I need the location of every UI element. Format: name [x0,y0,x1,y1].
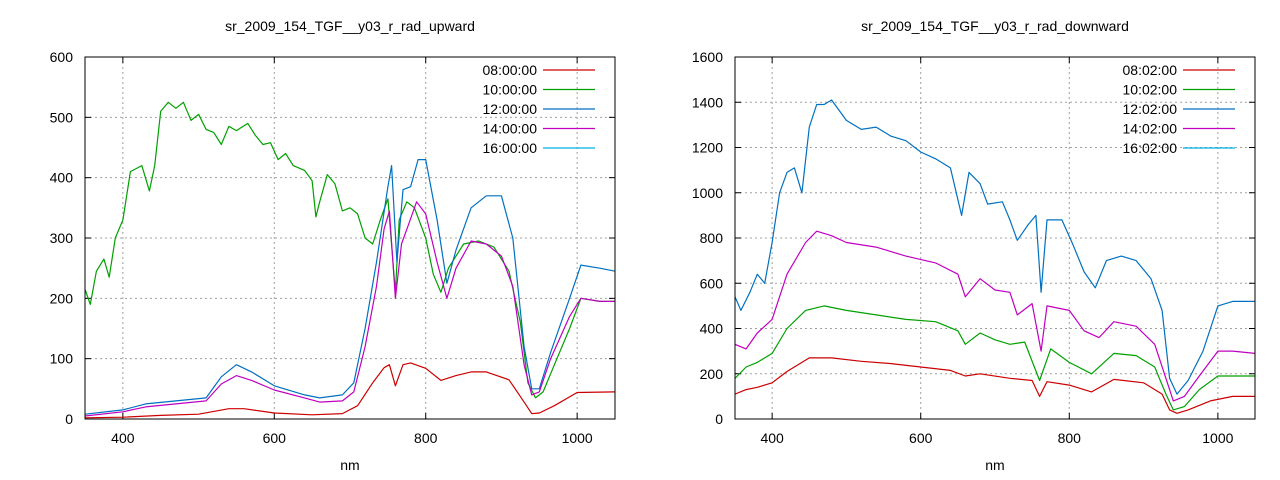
y-tick-label: 300 [50,230,74,246]
series-line-14-00-00 [85,201,615,417]
plot-frame [734,56,1256,420]
legend-label: 08:02:00 [1123,62,1178,78]
y-tick-label: 1600 [692,49,723,65]
x-tick-label: 600 [909,430,933,446]
y-tick-label: 800 [700,230,724,246]
x-tick-label: 1000 [1202,430,1233,446]
y-tick-label: 1200 [692,140,723,156]
y-tick-label: 0 [65,411,73,427]
series-line-10-02-00 [735,305,1255,411]
y-tick-label: 1000 [692,185,723,201]
chart-panel-1: sr_2009_154_TGF__y03_r_rad_upward 0 100 200… [50,18,616,473]
series-line-08-00-00 [85,362,615,419]
legend-label: 12:02:00 [1123,101,1178,117]
y-tick-label: 600 [700,275,724,291]
x-axis-label: nm [985,457,1004,473]
legend-label: 10:02:00 [1123,82,1178,98]
y-tick-label: 400 [700,321,724,337]
series-line-12-02-00 [735,99,1255,395]
legend-label: 08:00:00 [483,62,538,78]
y-tick-label: 100 [50,351,74,367]
legend-label: 12:00:00 [483,101,538,117]
y-tick-label: 200 [700,366,724,382]
y-tick-label: 500 [50,109,74,125]
series-line-08-02-00 [735,357,1255,414]
x-tick-label: 600 [263,430,287,446]
y-tick-label: 200 [50,290,74,306]
y-tick-label: 1400 [692,94,723,110]
legend-label: 14:02:00 [1123,121,1178,137]
y-tick-label: 600 [50,49,74,65]
chart-title: sr_2009_154_TGF__y03_r_rad_downward [861,18,1129,34]
legend-label: 14:00:00 [483,121,538,137]
x-tick-label: 400 [111,430,135,446]
chart-panel-2: sr_2009_154_TGF__y03_r_rad_downward 0 200 4… [692,18,1256,473]
legend-label: 10:00:00 [483,82,538,98]
x-tick-label: 800 [1058,430,1082,446]
x-tick-label: 400 [760,430,784,446]
y-tick-label: 400 [50,170,74,186]
x-tick-label: 1000 [562,430,593,446]
y-tick-label: 0 [715,411,723,427]
legend-label: 16:00:00 [483,140,538,156]
series-line-14-02-00 [735,230,1255,402]
plot-frame [84,56,616,420]
series-line-12-00-00 [85,159,615,415]
x-tick-label: 800 [414,430,438,446]
legend-label: 16:02:00 [1123,140,1178,156]
series-line-10-00-00 [85,101,615,399]
x-axis-label: nm [340,457,359,473]
chart-title: sr_2009_154_TGF__y03_r_rad_upward [225,18,475,34]
